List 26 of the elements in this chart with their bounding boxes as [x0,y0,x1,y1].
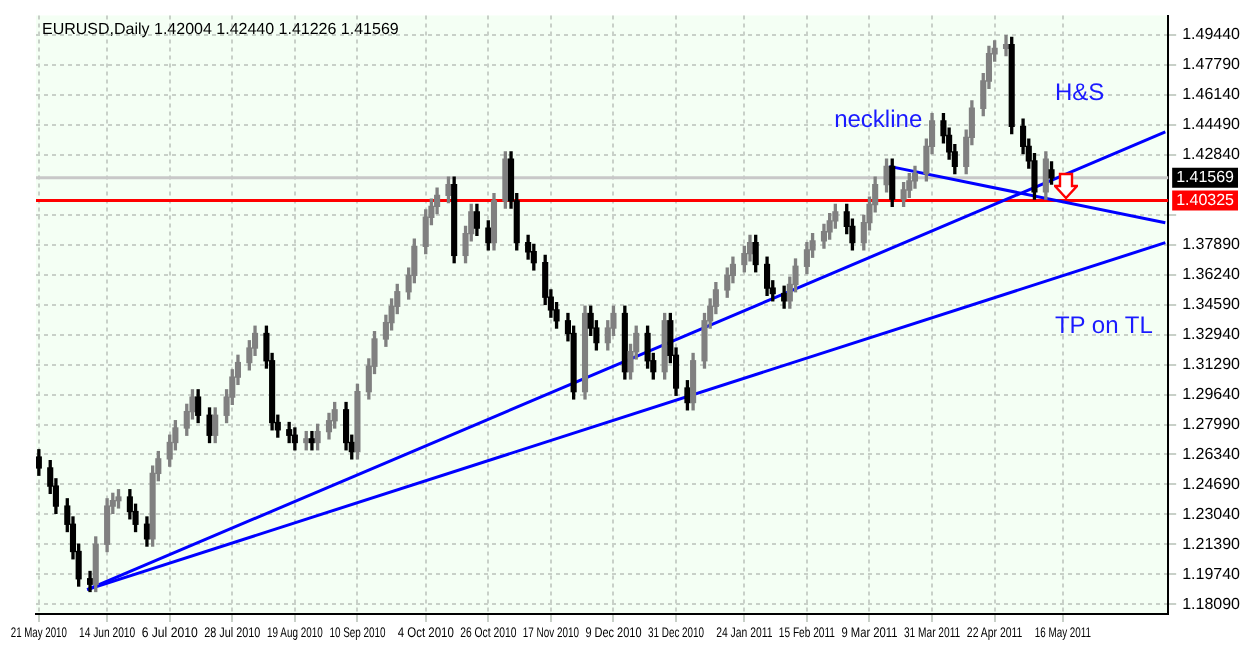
y-tick-label: 1.19740 [1182,564,1242,583]
y-tick-label: 1.47790 [1182,55,1242,74]
ref-line-label: 1.41569 [1176,168,1236,187]
y-tick-label: 1.34590 [1182,295,1242,314]
y-tick-label: 1.29640 [1182,384,1242,403]
y-tick-label: 1.36240 [1182,265,1242,284]
chart-title: EURUSD,Daily 1.42004 1.42440 1.41226 1.41569 [42,20,400,39]
y-tick-label: 1.49440 [1182,25,1242,44]
x-tick-label: 31 Mar 2011 [903,625,962,642]
ref-line-label: 1.40325 [1176,190,1236,209]
y-tick-label: 1.18090 [1182,594,1242,613]
y-tick-label: 1.42840 [1182,145,1242,164]
y-tick-label: 1.44490 [1182,115,1242,134]
y-tick-label: 1.24690 [1182,474,1242,493]
annotation: H&S [1054,78,1105,107]
x-tick-label: 15 Feb 2011 [778,625,836,642]
y-tick-label: 1.31290 [1182,354,1242,373]
y-tick-label: 1.26340 [1182,444,1242,463]
y-tick-label: 1.32940 [1182,325,1242,344]
annotation: TP on TL [1054,311,1154,340]
annotation: neckline [834,104,923,133]
y-tick-label: 1.46140 [1182,85,1242,104]
y-tick-label: 1.37890 [1182,235,1242,254]
y-tick-label: 1.27990 [1182,414,1242,433]
y-tick-label: 1.23040 [1182,504,1242,523]
y-tick-label: 1.21390 [1182,534,1242,553]
